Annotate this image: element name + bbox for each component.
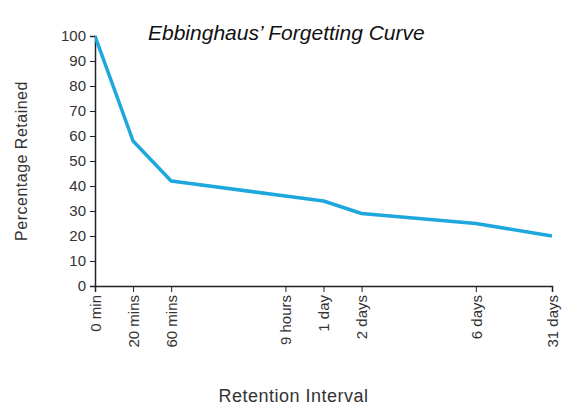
y-tick-mark [90, 286, 95, 287]
y-tick: 80 [69, 77, 95, 94]
y-tick: 90 [69, 52, 95, 69]
y-tick-mark [90, 36, 95, 37]
x-tick-label: 6 days [468, 295, 485, 339]
x-tick-label: 2 days [353, 295, 370, 339]
y-tick-mark [90, 261, 95, 262]
x-tick-mark [552, 286, 553, 292]
y-tick: 70 [69, 102, 95, 119]
y-tick-label: 20 [69, 227, 86, 244]
y-tick-mark [90, 236, 95, 237]
y-tick-label: 70 [69, 102, 86, 119]
x-tick-label: 9 hours [277, 295, 294, 345]
x-tick-mark [476, 286, 477, 292]
y-axis: 0 10 20 30 40 50 60 70 80 90 100 [61, 27, 96, 294]
y-tick-mark [90, 136, 95, 137]
y-tick: 40 [69, 177, 95, 194]
x-tick: 2 days [353, 286, 370, 339]
y-tick-mark [90, 61, 95, 62]
x-tick-mark [285, 286, 286, 292]
x-tick-label: 0 min [87, 295, 104, 332]
x-tick: 6 days [468, 286, 485, 339]
x-tick: 60 mins [163, 286, 180, 348]
x-tick-mark [362, 286, 363, 292]
y-tick-label: 0 [78, 277, 86, 294]
x-tick: 20 mins [125, 286, 142, 348]
y-axis-line [90, 37, 96, 287]
y-axis-title: Percentage Retained [13, 81, 30, 241]
y-tick: 10 [69, 252, 95, 269]
x-tick: 9 hours [277, 286, 294, 345]
y-tick-label: 30 [69, 202, 86, 219]
line [95, 36, 552, 236]
x-axis-title: Retention Interval [218, 386, 368, 406]
y-tick-label: 60 [69, 127, 86, 144]
y-tick-label: 10 [69, 252, 86, 269]
y-tick-mark [90, 211, 95, 212]
y-tick: 30 [69, 202, 95, 219]
y-tick-label: 90 [69, 52, 86, 69]
x-tick-label: 60 mins [163, 295, 180, 348]
x-tick-mark [95, 286, 96, 292]
x-axis-line [96, 287, 553, 293]
x-tick-mark [324, 286, 325, 292]
x-tick: 1 day [315, 286, 332, 332]
x-tick-label: 1 day [315, 295, 332, 332]
plot: 0 10 20 30 40 50 60 70 80 90 100 0 min 20 mins 60 min… [61, 27, 561, 347]
x-tick-label: 20 mins [125, 295, 142, 348]
x-tick-mark [171, 286, 172, 292]
y-tick-label: 40 [69, 177, 86, 194]
y-tick: 60 [69, 127, 95, 144]
marks [95, 36, 552, 236]
y-tick-mark [90, 86, 95, 87]
chart: 0 10 20 30 40 50 60 70 80 90 100 0 min 20 mins 60 min… [0, 0, 582, 420]
y-tick-mark [90, 161, 95, 162]
y-tick-mark [90, 111, 95, 112]
x-tick-mark [133, 286, 134, 292]
x-tick-label: 31 days [544, 295, 561, 348]
x-tick: 0 min [87, 286, 104, 332]
y-tick: 20 [69, 227, 95, 244]
x-axis: 0 min 20 mins 60 mins 9 hours 1 day 2 days 6 d… [87, 286, 561, 348]
x-tick: 31 days [544, 286, 561, 348]
y-tick-mark [90, 186, 95, 187]
y-tick-label: 50 [69, 152, 86, 169]
y-tick-label: 80 [69, 77, 86, 94]
y-tick-label: 100 [61, 27, 86, 44]
y-tick: 100 [61, 27, 95, 44]
title: Ebbinghaus’ Forgetting Curve [148, 21, 425, 44]
y-tick: 0 [78, 277, 95, 294]
y-tick: 50 [69, 152, 95, 169]
